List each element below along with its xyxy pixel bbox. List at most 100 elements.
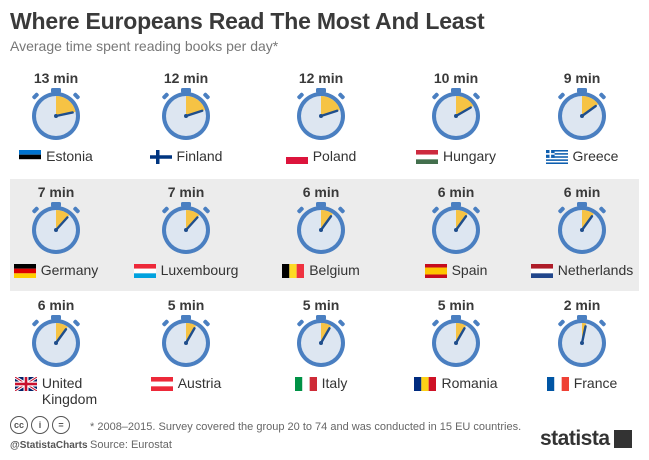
crown-button <box>316 315 326 320</box>
side-button-left <box>432 206 439 214</box>
country-name: Luxembourg <box>160 262 239 278</box>
country-tile: 2 min France <box>522 297 642 407</box>
crown-button <box>181 88 191 93</box>
watch-pivot <box>184 114 188 118</box>
country-name: France <box>573 375 618 391</box>
minutes-label: 7 min <box>37 184 75 200</box>
stopwatch-icon <box>162 315 210 367</box>
crown-button <box>51 88 61 93</box>
side-button-left <box>432 319 439 327</box>
watch-pivot <box>319 341 323 345</box>
stopwatch-icon <box>162 202 210 254</box>
country-label: Belgium <box>261 262 381 278</box>
watch-hand <box>54 216 69 232</box>
country-label: Hungary <box>396 148 516 164</box>
stopwatch-icon <box>297 202 345 254</box>
country-tile: 9 min Greece <box>522 70 642 180</box>
germany-flag-icon <box>13 264 36 278</box>
country-name: Finland <box>176 148 223 164</box>
watch-hand <box>580 104 597 118</box>
country-name: Greece <box>572 148 619 164</box>
stopwatch-icon <box>558 88 606 140</box>
side-button-right <box>203 319 210 327</box>
stopwatch-icon <box>297 315 345 367</box>
country-label: Luxembourg <box>126 262 246 278</box>
watch-pivot <box>580 114 584 118</box>
country-tile: 12 min Poland <box>261 70 381 180</box>
source-note: Source: Eurostat <box>90 439 172 451</box>
stopwatch-icon <box>162 88 210 140</box>
side-button-right <box>473 206 480 214</box>
side-button-right <box>73 92 80 100</box>
elapsed-time-wedge <box>456 96 474 116</box>
side-button-left <box>558 92 565 100</box>
greece-flag-icon <box>545 150 568 164</box>
spain-flag-icon <box>424 264 447 278</box>
minutes-label: 6 min <box>302 184 340 200</box>
watch-pivot <box>54 114 58 118</box>
side-button-left <box>32 319 39 327</box>
side-button-right <box>473 92 480 100</box>
poland-flag-icon <box>285 150 308 164</box>
minutes-label: 9 min <box>563 70 601 86</box>
country-name: Estonia <box>46 148 93 164</box>
side-button-left <box>162 92 169 100</box>
page-subtitle: Average time spent reading books per day… <box>10 38 279 54</box>
watch-hand <box>184 216 199 232</box>
hungary-flag-icon <box>416 150 439 164</box>
minutes-label: 6 min <box>563 184 601 200</box>
nd-icon: = <box>52 416 70 434</box>
side-button-right <box>73 206 80 214</box>
country-tile: 6 min Spain <box>396 184 516 294</box>
country-label: France <box>522 375 642 391</box>
country-tile: 7 min Luxembourg <box>126 184 246 294</box>
crown-button <box>451 315 461 320</box>
country-tile: 7 min Germany <box>0 184 116 294</box>
minutes-label: 13 min <box>33 70 79 86</box>
stopwatch-icon <box>32 202 80 254</box>
watch-pivot <box>454 228 458 232</box>
watch-hand <box>319 327 331 345</box>
minutes-label: 2 min <box>563 297 601 313</box>
footnote: * 2008–2015. Survey covered the group 20… <box>90 421 522 433</box>
country-name: Italy <box>321 375 348 391</box>
country-name: Hungary <box>443 148 496 164</box>
side-button-left <box>558 206 565 214</box>
country-tile: 6 min United Kingdom <box>0 297 116 407</box>
country-label: Netherlands <box>522 262 642 278</box>
stopwatch-icon <box>558 315 606 367</box>
country-label: Estonia <box>0 148 116 164</box>
side-button-right <box>599 206 606 214</box>
minutes-label: 6 min <box>37 297 75 313</box>
crown-button <box>577 88 587 93</box>
minutes-label: 5 min <box>302 297 340 313</box>
country-name: Romania <box>441 375 498 391</box>
elapsed-time-wedge <box>582 96 599 116</box>
country-label: Austria <box>126 375 246 391</box>
country-tile: 13 min Estonia <box>0 70 116 180</box>
crown-button <box>51 202 61 207</box>
stopwatch-icon <box>32 88 80 140</box>
social-handle: @StatistaCharts <box>10 440 88 451</box>
watch-hand <box>580 325 587 345</box>
minutes-label: 7 min <box>167 184 205 200</box>
crown-button <box>181 315 191 320</box>
country-label: Poland <box>261 148 381 164</box>
minutes-label: 5 min <box>437 297 475 313</box>
watch-hand <box>454 327 466 345</box>
side-button-right <box>599 92 606 100</box>
crown-button <box>316 202 326 207</box>
minutes-label: 12 min <box>298 70 344 86</box>
estonia-flag-icon <box>19 150 42 164</box>
romania-flag-icon <box>414 377 437 391</box>
watch-pivot <box>184 228 188 232</box>
watch-hand <box>580 215 594 232</box>
watch-pivot <box>454 114 458 118</box>
watch-pivot <box>319 228 323 232</box>
side-button-right <box>203 206 210 214</box>
side-button-right <box>338 319 345 327</box>
side-button-left <box>432 92 439 100</box>
france-flag-icon <box>546 377 569 391</box>
watch-hand <box>54 111 74 118</box>
